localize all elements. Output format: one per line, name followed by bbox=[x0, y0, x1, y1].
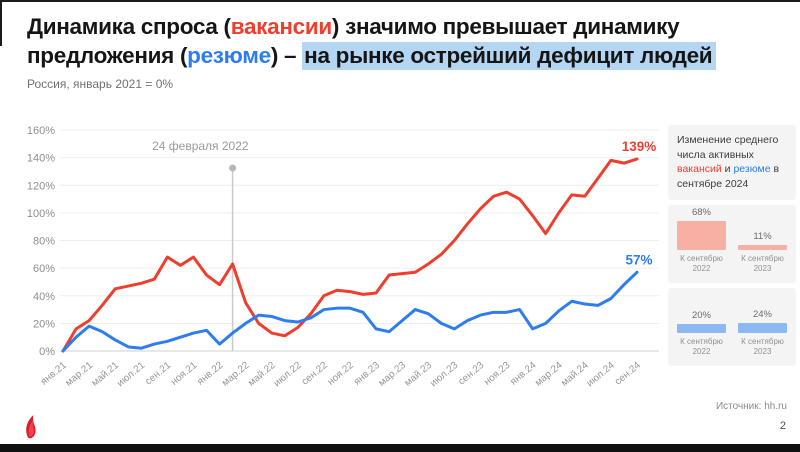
chart-area: 0% 20% 40% 60% 80% 100% 120% 140% 160% янв.21 мар.… bbox=[18, 118, 666, 410]
header: Динамика спроса (вакансии) значимо превы… bbox=[27, 13, 767, 91]
panel-title-card: Изменение среднего числа активных ваканс… bbox=[668, 125, 796, 200]
demand-supply-line-chart: 0%20%40%60%80%100%120%140%160%янв.21мар.… bbox=[27, 125, 659, 390]
change-bar bbox=[677, 220, 726, 250]
panel-vacancies-word: вакансий bbox=[677, 163, 722, 176]
title-text: Динамика спроса ( bbox=[27, 14, 231, 39]
x-axis-tick-label: июл.23 bbox=[428, 360, 460, 390]
change-caption: К сентябрю 2022 bbox=[680, 336, 723, 357]
title-vacancies-word: вакансии bbox=[230, 14, 333, 39]
resumes-change-item: 20% К сентябрю 2022 bbox=[677, 310, 726, 358]
vacancies-change-item: 68% К сентябрю 2022 bbox=[677, 207, 726, 275]
x-axis-tick-label: сен.24 bbox=[613, 360, 643, 388]
title-highlighted-phrase: на рынке острейший дефицит людей bbox=[302, 41, 717, 70]
y-axis-tick-label: 40% bbox=[33, 291, 55, 303]
x-axis-tick-label: янв.21 bbox=[39, 360, 70, 388]
x-axis-tick-label: сен.23 bbox=[456, 360, 486, 388]
event-label: 24 февраля 2022 bbox=[152, 139, 249, 153]
y-axis-tick-label: 160% bbox=[27, 125, 55, 137]
vacancies-change-item: 11% К сентябрю 2023 bbox=[738, 231, 787, 275]
y-axis-tick-label: 100% bbox=[27, 208, 55, 220]
title-resumes-word: резюме bbox=[187, 42, 271, 68]
resumes-change-card: 20% К сентябрю 2022 24% К сентябрю 2023 bbox=[668, 287, 796, 366]
vacancies-change-card: 68% К сентябрю 2022 11% К сентябрю 2023 bbox=[668, 204, 796, 283]
series-end-label-вакансии: 139% bbox=[622, 139, 657, 154]
page-number: 2 bbox=[779, 420, 786, 432]
x-axis-tick-label: май.23 bbox=[403, 360, 435, 389]
x-axis-tick-label: ноя.22 bbox=[326, 360, 357, 388]
title-text: ) значимо превышает динамику bbox=[331, 14, 680, 39]
y-axis-tick-label: 140% bbox=[27, 153, 55, 165]
x-axis-tick-label: ноя.21 bbox=[169, 360, 200, 388]
x-axis-tick-label: сен.22 bbox=[300, 360, 330, 388]
x-axis-tick-label: июл.21 bbox=[115, 360, 147, 390]
chart-subtitle: Россия, январь 2021 = 0% bbox=[27, 77, 174, 92]
change-value: 11% bbox=[753, 230, 772, 242]
x-axis-tick-label: янв.22 bbox=[195, 360, 226, 388]
panel-title-text: и bbox=[721, 163, 734, 176]
x-axis-tick-label: мар.21 bbox=[64, 360, 96, 389]
x-axis-tick-label: июл.22 bbox=[272, 360, 304, 390]
x-axis-tick-label: ноя.23 bbox=[482, 360, 513, 388]
x-axis-tick-label: май.21 bbox=[90, 360, 122, 389]
slide-top-border bbox=[0, 0, 800, 2]
panel-title-text: Изменение среднего числа активных bbox=[677, 134, 779, 161]
change-bar bbox=[738, 244, 787, 250]
series-line-вакансии bbox=[61, 157, 639, 353]
y-axis-tick-label: 20% bbox=[33, 318, 55, 330]
x-axis-tick-label: мар.22 bbox=[220, 360, 252, 389]
x-axis-tick-label: июл.24 bbox=[585, 360, 617, 390]
change-caption: К сентябрю 2022 bbox=[680, 253, 723, 274]
x-axis-tick-label: мар.24 bbox=[533, 360, 565, 389]
series-line-резюме bbox=[61, 270, 639, 353]
change-bar bbox=[738, 322, 787, 333]
x-axis-tick-label: янв.24 bbox=[508, 360, 539, 388]
change-caption: К сентябрю 2023 bbox=[741, 253, 784, 274]
change-value: 24% bbox=[752, 308, 772, 320]
change-caption: К сентябрю 2023 bbox=[741, 336, 784, 357]
x-axis-tick-label: май.22 bbox=[246, 360, 278, 389]
y-axis-tick-label: 120% bbox=[27, 180, 55, 192]
event-dot bbox=[229, 164, 237, 172]
series-end-label-резюме: 57% bbox=[625, 252, 652, 267]
page-title: Динамика спроса (вакансии) значимо превы… bbox=[27, 13, 767, 70]
title-text: предложения ( bbox=[27, 42, 188, 68]
x-axis-tick-label: сен.21 bbox=[143, 360, 173, 388]
resumes-mini-bars: 20% К сентябрю 2022 24% К сентябрю 2023 bbox=[677, 296, 787, 358]
change-value: 20% bbox=[691, 309, 711, 321]
panel-title-text: в сентябре 2024 bbox=[677, 163, 780, 191]
x-axis-tick-label: мар.23 bbox=[377, 360, 409, 389]
source-note: Источник: hh.ru bbox=[715, 401, 787, 412]
slide-bottom-bar bbox=[0, 444, 800, 452]
hh-logo-icon bbox=[26, 415, 36, 439]
change-value: 68% bbox=[691, 206, 711, 218]
resumes-change-item: 24% К сентябрю 2023 bbox=[738, 309, 787, 358]
side-panel: Изменение среднего числа активных ваканс… bbox=[668, 125, 796, 371]
y-axis-tick-label: 60% bbox=[33, 263, 55, 275]
slide-left-border bbox=[0, 0, 2, 46]
x-axis-tick-label: янв.23 bbox=[352, 360, 383, 388]
y-axis-tick-label: 80% bbox=[33, 236, 55, 248]
change-bar bbox=[677, 323, 726, 333]
y-axis-tick-label: 0% bbox=[39, 346, 55, 358]
x-axis-tick-label: май.24 bbox=[559, 360, 591, 389]
vacancies-mini-bars: 68% К сентябрю 2022 11% К сентябрю 2023 bbox=[677, 207, 787, 275]
title-text: ) – bbox=[270, 42, 303, 68]
panel-resumes-word: резюме bbox=[733, 163, 771, 176]
